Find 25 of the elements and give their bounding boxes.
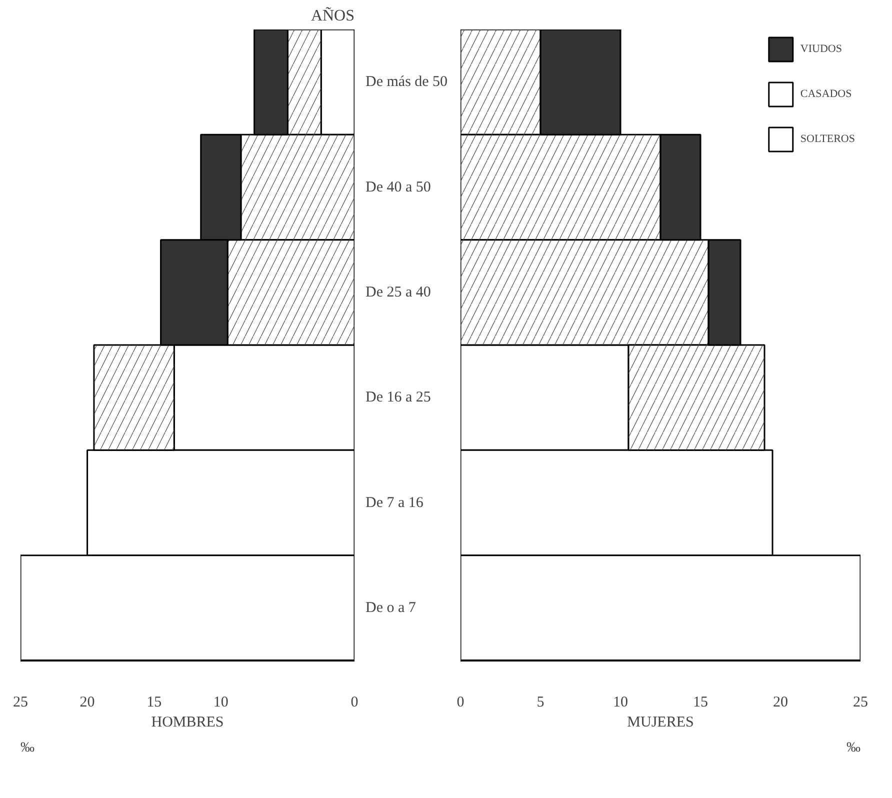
y-tick-label: De más de 50	[366, 74, 448, 90]
legend-label: SOLTEROS	[800, 133, 855, 145]
x-axis-title: HOMBRES	[151, 714, 224, 730]
x-tick-label: 20	[773, 694, 788, 710]
x-axis-title: MUJERES	[627, 714, 694, 730]
y-tick-label: De o a 7	[366, 600, 416, 616]
x-tick-label: 10	[613, 694, 628, 710]
x-tick-label: 15	[693, 694, 708, 710]
x-tick-label: 10	[213, 694, 228, 710]
chart-title: AÑOS	[310, 6, 354, 24]
x-tick-label: 25	[853, 694, 868, 710]
y-tick-label: De 40 a 50	[366, 179, 431, 196]
x-tick-label: 25	[13, 694, 28, 710]
y-tick-label: De 7 a 16	[366, 494, 424, 511]
x-tick-label: 20	[80, 694, 95, 710]
x-tick-label: 0	[350, 694, 358, 710]
x-tick-label: 5	[536, 694, 544, 710]
text: ‰	[846, 740, 860, 756]
legend-label: CASADOS	[800, 88, 852, 100]
text: ‰	[20, 740, 34, 756]
x-tick-label: 15	[146, 694, 162, 710]
y-tick-label: De 25 a 40	[366, 284, 431, 300]
x-tick-label: 0	[456, 694, 464, 710]
y-tick-label: De 16 a 25	[366, 390, 431, 406]
legend-label: VIUDOS	[800, 43, 842, 55]
